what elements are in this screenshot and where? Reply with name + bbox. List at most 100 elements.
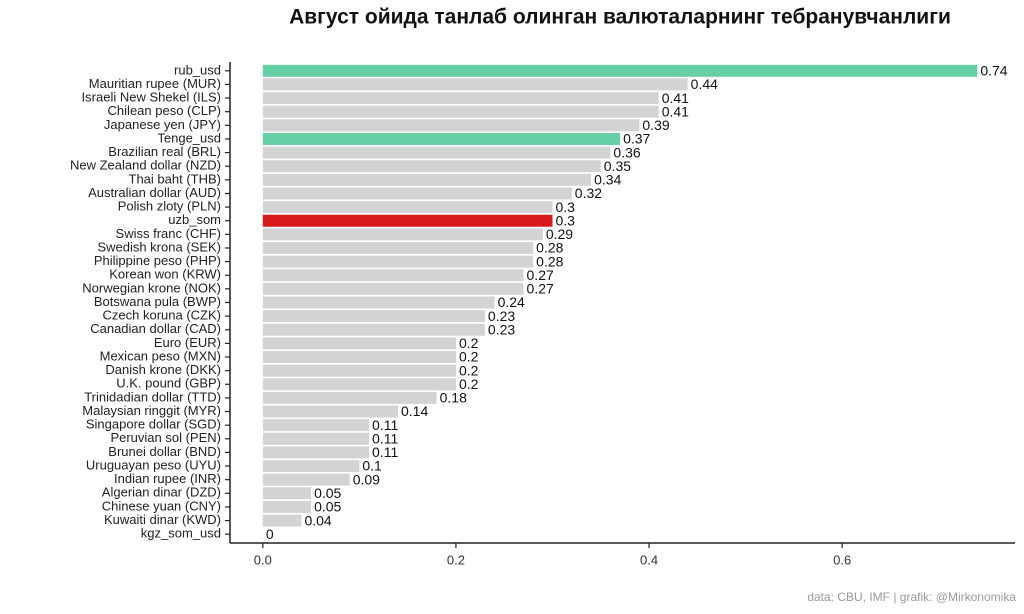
bar [262, 269, 524, 282]
value-label: 0.11 [372, 430, 398, 446]
bar [262, 64, 978, 77]
value-label: 0.11 [372, 444, 398, 460]
bar [262, 146, 611, 159]
bar [262, 419, 370, 432]
bar [262, 201, 553, 214]
y-tick-label: Peruvian sol (PEN) [110, 430, 221, 445]
x-tick-label: 0.2 [447, 552, 465, 567]
value-label: 0.32 [575, 185, 602, 201]
bar [262, 310, 485, 323]
bar [262, 446, 370, 459]
y-tick-label: Thai baht (THB) [129, 171, 221, 186]
value-label: 0.2 [459, 335, 479, 351]
bar [262, 119, 640, 132]
value-label: 0.23 [488, 321, 515, 337]
y-tick-label: Australian dollar (AUD) [88, 185, 221, 200]
y-tick-label: Euro (EUR) [154, 335, 221, 350]
bar [262, 187, 572, 200]
value-label: 0.28 [536, 253, 563, 269]
y-tick-label: Trinidadian dollar (TTD) [84, 389, 221, 404]
y-tick-label: Tenge_usd [157, 130, 221, 145]
y-tick-label: Czech koruna (CZK) [103, 308, 221, 323]
bar [262, 160, 601, 173]
value-label: 0.41 [662, 103, 689, 119]
bar [262, 432, 370, 445]
bar [262, 173, 592, 186]
bar [262, 255, 534, 268]
bar [262, 282, 524, 295]
y-tick-label: Philippine peso (PHP) [94, 253, 221, 268]
caption: data: CBU, IMF | grafik: @Mirkonomika [807, 590, 1016, 604]
bar [262, 323, 485, 336]
bar [262, 391, 437, 404]
y-tick-label: Swedish krona (SEK) [97, 239, 221, 254]
bar [262, 241, 534, 254]
x-tick-label: 0.4 [640, 552, 658, 567]
y-tick-label: Chinese yuan (CNY) [102, 498, 221, 513]
bar [262, 500, 312, 513]
value-label: 0.44 [691, 76, 718, 92]
value-label: 0.2 [459, 376, 479, 392]
value-label: 0.1 [362, 458, 382, 474]
value-label: 0.34 [594, 172, 621, 188]
y-tick-label: U.K. pound (GBP) [116, 376, 221, 391]
value-label: 0.37 [623, 131, 650, 147]
y-tick-label: Singapore dollar (SGD) [86, 417, 221, 432]
value-label: 0.36 [613, 144, 640, 160]
chart-title: Август ойида танлаб олинган валюталарнин… [289, 6, 951, 29]
bar [262, 78, 688, 91]
y-tick-label: Brunei dollar (BND) [108, 444, 221, 459]
value-label: 0.05 [314, 485, 341, 501]
bar [262, 460, 360, 473]
y-tick-label: Indian rupee (INR) [114, 471, 221, 486]
bar [262, 132, 621, 145]
value-label: 0.24 [498, 294, 525, 310]
y-tick-label: uzb_som [168, 212, 221, 227]
value-label: 0.23 [488, 308, 515, 324]
bar [262, 214, 553, 227]
value-label: 0.3 [555, 199, 575, 215]
y-tick-label: Danish krone (DKK) [105, 362, 221, 377]
bar [262, 92, 659, 105]
value-label: 0 [266, 526, 274, 542]
y-tick-label: Uruguayan peso (UYU) [86, 457, 221, 472]
bar [262, 378, 456, 391]
value-label: 0.04 [304, 512, 331, 528]
bar [262, 105, 659, 118]
y-tick-label: Israeli New Shekel (ILS) [82, 90, 221, 105]
x-tick-label: 0.0 [254, 552, 272, 567]
value-label: 0.35 [604, 158, 631, 174]
bar [262, 473, 350, 486]
y-tick-label: Mexican peso (MXN) [100, 348, 221, 363]
y-tick-label: Malaysian ringgit (MYR) [82, 403, 221, 418]
bar [262, 364, 456, 377]
value-label: 0.27 [527, 281, 554, 297]
y-tick-label: Polish zloty (PLN) [118, 199, 221, 214]
value-label: 0.18 [440, 390, 467, 406]
value-label: 0.09 [353, 471, 380, 487]
bar [262, 405, 399, 418]
value-label: 0.27 [527, 267, 554, 283]
y-tick-label: Mauritian rupee (MUR) [89, 76, 221, 91]
x-tick-label: 0.6 [833, 552, 851, 567]
y-tick-label: New Zealand dollar (NZD) [70, 158, 221, 173]
y-tick-label: Botswana pula (BWP) [94, 294, 221, 309]
bar [262, 296, 495, 309]
y-tick-label: Norwegian krone (NOK) [82, 280, 221, 295]
value-label: 0.14 [401, 403, 428, 419]
y-tick-label: Canadian dollar (CAD) [90, 321, 221, 336]
value-label: 0.41 [662, 90, 689, 106]
value-label: 0.74 [980, 63, 1007, 79]
bar [262, 337, 456, 350]
y-tick-label: rub_usd [174, 62, 221, 77]
value-label: 0.11 [372, 417, 398, 433]
value-label: 0.29 [546, 226, 573, 242]
y-tick-label: kgz_som_usd [141, 526, 221, 541]
value-label: 0.39 [642, 117, 669, 133]
bar [262, 351, 456, 364]
y-tick-label: Kuwaiti dinar (KWD) [104, 512, 221, 527]
y-tick-label: Chilean peso (CLP) [108, 103, 221, 118]
y-tick-label: Swiss franc (CHF) [116, 226, 221, 241]
bar [262, 514, 302, 527]
